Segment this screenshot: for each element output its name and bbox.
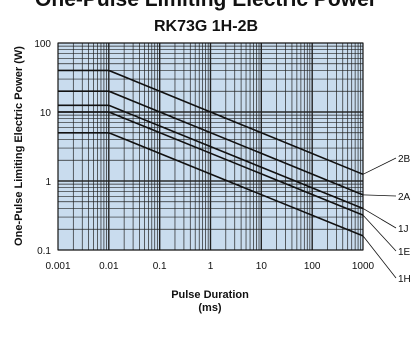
series-line-2a xyxy=(58,90,364,196)
series-line-1h xyxy=(58,131,364,237)
y-tick-label: 100 xyxy=(34,39,51,50)
y-tick-label: 1 xyxy=(45,177,51,188)
series-label-2a: 2A xyxy=(398,192,411,203)
chart-subtitle: RK73G 1H-2B xyxy=(154,18,258,35)
x-tick-label: 1000 xyxy=(352,261,375,272)
x-tick-labels: 0.001 0.01 0.1 1 10 100 1000 xyxy=(45,261,374,272)
y-tick-labels: 0.1 1 10 100 xyxy=(34,39,51,257)
series-label-1e: 1E xyxy=(398,247,411,258)
series-label-2b: 2B xyxy=(398,154,411,165)
series-leader-line xyxy=(362,194,397,197)
x-tick-label: 1 xyxy=(208,261,214,272)
series-label-1j: 1J xyxy=(398,224,409,235)
series-label-1h: 1H xyxy=(398,274,411,285)
series-line-1e xyxy=(58,111,364,216)
plot-frame xyxy=(57,42,364,251)
series-leader-line xyxy=(362,214,397,252)
series-leader-line xyxy=(362,157,397,175)
x-axis-label: Pulse Duration xyxy=(171,289,249,301)
series-line-1j xyxy=(58,104,364,210)
x-tick-label: 0.01 xyxy=(99,261,119,272)
series-group xyxy=(58,69,364,237)
chart-title: One-Pulse Limiting Electric Power xyxy=(35,0,377,11)
series-leader-line xyxy=(362,208,397,229)
x-tick-label: 100 xyxy=(304,261,321,272)
y-axis-label: One-Pulse Limiting Electric Power (W) xyxy=(13,46,25,246)
y-tick-label: 0.1 xyxy=(37,246,51,257)
series-labels: 2B 2A 1J 1E 1H xyxy=(362,154,411,285)
x-tick-label: 10 xyxy=(256,261,268,272)
series-leader-line xyxy=(362,235,397,279)
x-tick-label: 0.001 xyxy=(45,261,70,272)
y-tick-label: 10 xyxy=(40,108,52,119)
series-line-2b xyxy=(58,69,364,176)
x-tick-label: 0.1 xyxy=(153,261,167,272)
x-axis-unit: (ms) xyxy=(198,302,222,314)
